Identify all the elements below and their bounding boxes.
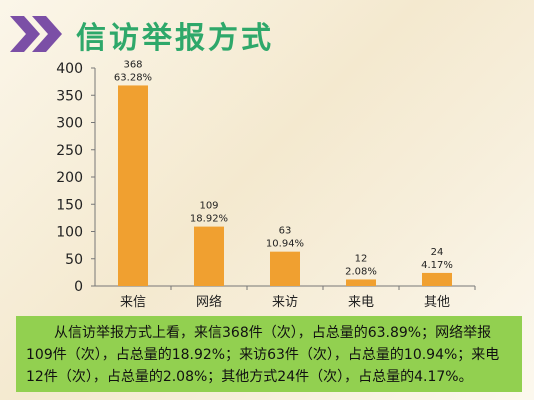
x-category-label: 其他 (424, 295, 450, 310)
bar-percent-label: 4.17% (421, 260, 453, 271)
x-category-label: 来访 (272, 295, 298, 310)
double-chevron-icon (10, 16, 62, 52)
bar-value-label: 109 (199, 201, 218, 212)
title-bar: 信访举报方式 (0, 0, 534, 62)
bar-percent-label: 18.92% (190, 214, 228, 225)
bar-percent-label: 10.94% (266, 239, 304, 250)
bar-value-label: 12 (355, 253, 368, 264)
slide-title: 信访举报方式 (76, 21, 274, 56)
bar-value-label: 63 (279, 226, 292, 237)
y-tick-label: 300 (56, 116, 83, 132)
y-tick-label: 100 (56, 225, 83, 241)
bar-4 (346, 279, 376, 286)
y-tick-label: 150 (56, 197, 83, 213)
summary-box: 从信访举报方式上看，来信368件（次），占总量的63.89%；网络举报109件（… (16, 316, 522, 392)
y-tick-label: 400 (56, 61, 83, 77)
y-tick-label: 50 (65, 252, 83, 268)
y-tick-label: 200 (56, 170, 83, 186)
y-tick-label: 350 (56, 88, 83, 104)
bar-value-label: 368 (123, 59, 142, 70)
x-category-label: 网络 (196, 294, 222, 310)
y-tick-label: 0 (74, 279, 83, 295)
bar-2 (194, 226, 224, 286)
summary-text: 从信访举报方式上看，来信368件（次），占总量的63.89%；网络举报109件（… (26, 325, 500, 385)
bar-percent-label: 63.28% (114, 72, 152, 83)
y-tick-label: 250 (56, 143, 83, 159)
bar-5 (422, 272, 452, 286)
bar-percent-label: 2.08% (345, 266, 377, 277)
bar-3 (270, 251, 300, 286)
bar-chart: 0 50 100 150 200 250 300 350 400 368 63.28% 来信 109 18… (56, 59, 476, 310)
bar-1 (118, 85, 148, 286)
x-category-label: 来信 (120, 295, 146, 310)
x-category-label: 来电 (348, 295, 374, 310)
bar-value-label: 24 (431, 247, 444, 258)
